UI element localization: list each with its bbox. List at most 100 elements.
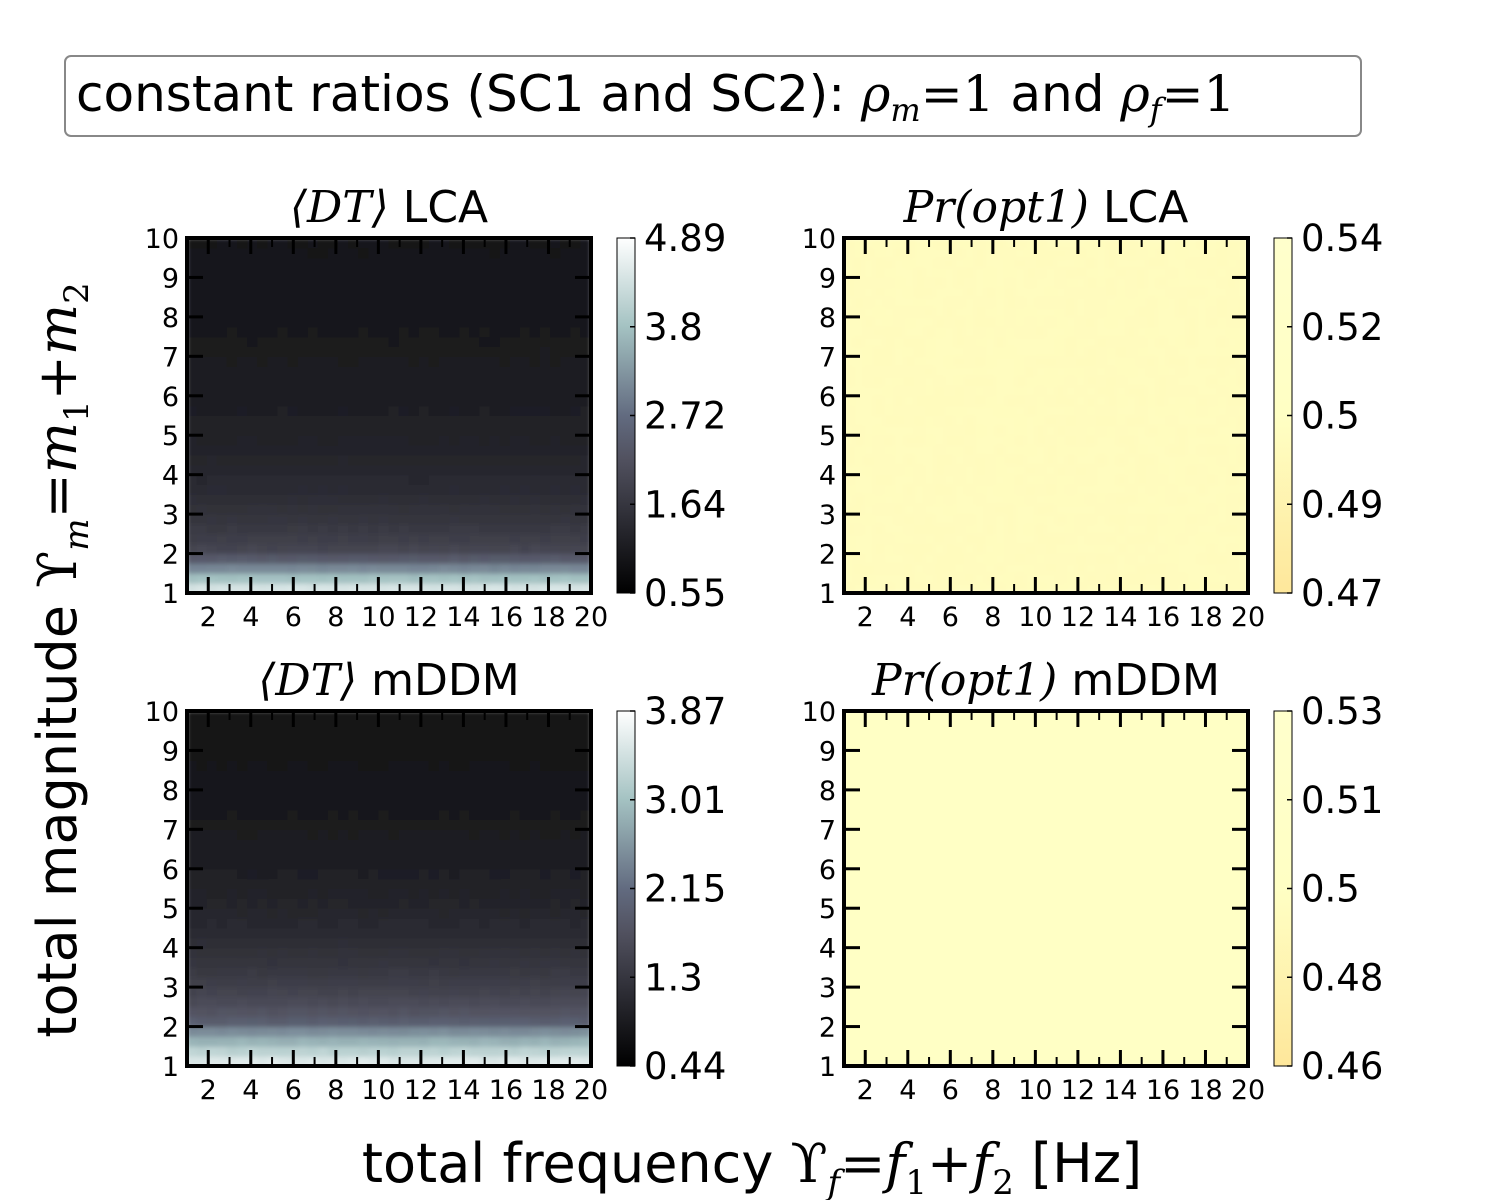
heatmap-cell [317,355,329,367]
heatmap-cell [924,267,936,278]
heatmap-cell [570,316,582,328]
heatmap-cell [1176,355,1188,367]
heatmap-cell [964,247,976,259]
heatmap-cell [247,1016,259,1028]
heatmap-cell [883,257,895,269]
heatmap-cell [580,966,591,978]
heatmap-cell [1055,375,1067,387]
heatmap-cell [894,513,906,525]
heatmap-cell [1025,345,1037,357]
heatmap-cell [187,316,198,328]
heatmap-cell [1237,286,1248,298]
heatmap-cell [924,336,936,347]
heatmap-cell [540,818,552,830]
heatmap-cell [187,976,198,988]
heatmap-cell [459,276,471,288]
heatmap-cell [863,415,875,426]
heatmap-cell [459,444,471,456]
heatmap-cell [540,316,552,328]
heatmap-cell [297,907,309,919]
heatmap-cell [388,858,400,870]
heatmap-cell [550,828,562,840]
heatmap-cell [995,345,1007,357]
heatmap-cell [307,848,319,860]
heatmap-cell [479,345,491,357]
heatmap-cell [1106,276,1118,288]
heatmap-cell [1005,513,1017,525]
heatmap-cell [338,247,350,259]
heatmap-cell [489,858,501,870]
heatmap-cell [914,1026,926,1037]
heatmap-cell [408,917,420,929]
heatmap-cell [924,365,936,377]
heatmap-cell [1217,306,1229,318]
heatmap-cell [297,405,309,416]
x-tick-label: 12 [404,1075,438,1106]
heatmap-cell [459,336,471,347]
heatmap-cell [327,336,339,347]
heatmap-cell [317,454,329,466]
heatmap-cell [449,917,461,929]
heatmap-cell [560,533,572,545]
heatmap-cell [560,927,572,939]
heatmap-cell [1197,238,1209,249]
heatmap-cell [226,434,238,446]
heatmap-cell [398,484,410,495]
heatmap-cell [267,316,279,328]
heatmap-cell [247,749,259,761]
heatmap-cell [267,838,279,850]
heatmap-cell [924,1026,936,1037]
heatmap-cell [327,720,339,732]
heatmap-cell [206,365,218,377]
heatmap-cell [287,749,299,761]
heatmap-cell [287,868,299,880]
colorbar-tick-label: 2.72 [644,395,726,438]
heatmap-cell [894,996,906,1008]
heatmap-cell [247,405,259,416]
heatmap-cell [226,286,238,298]
heatmap-cell [529,759,541,771]
heatmap-cell [1207,365,1219,377]
heatmap-cell [914,395,926,407]
heatmap-cell [277,365,289,377]
heatmap-cell [408,395,420,407]
heatmap-cell [964,996,976,1008]
heatmap-cell [954,553,966,564]
heatmap-cell [257,858,269,870]
heatmap-cell [1136,385,1148,397]
heatmap-cell [924,276,936,288]
heatmap-cell [1035,257,1047,269]
heatmap-cell [247,336,259,347]
heatmap-cell [206,927,218,939]
heatmap-cell [408,720,420,732]
heatmap-cell [540,484,552,495]
heatmap-cell [1237,365,1248,377]
heatmap-cell [560,917,572,929]
heatmap-cell [560,513,572,525]
heatmap-cell [317,789,329,801]
heatmap-cell [1176,286,1188,298]
heatmap-cell [479,996,491,1008]
heatmap-cell [1025,1026,1037,1037]
heatmap-cell [226,503,238,515]
heatmap-cell [479,1026,491,1037]
heatmap-cell [388,1016,400,1028]
heatmap-cell [863,286,875,298]
heatmap-cell [1116,415,1128,426]
heatmap-cell [1197,336,1209,347]
heatmap-cell [914,306,926,318]
heatmap-cell [509,759,521,771]
heatmap-cell [1035,365,1047,377]
heatmap-cell [1146,267,1158,278]
heatmap-cell [1096,355,1108,367]
heatmap-cell [519,749,531,761]
heatmap-cell [904,1045,916,1057]
heatmap-cell [499,444,511,456]
heatmap-cell [398,257,410,269]
heatmap-cell [844,582,855,593]
heatmap-cell [338,907,350,919]
heatmap-cell [509,444,521,456]
heatmap-cell [984,405,996,416]
heatmap-cell [449,503,461,515]
y-tick-label: 5 [162,894,179,925]
